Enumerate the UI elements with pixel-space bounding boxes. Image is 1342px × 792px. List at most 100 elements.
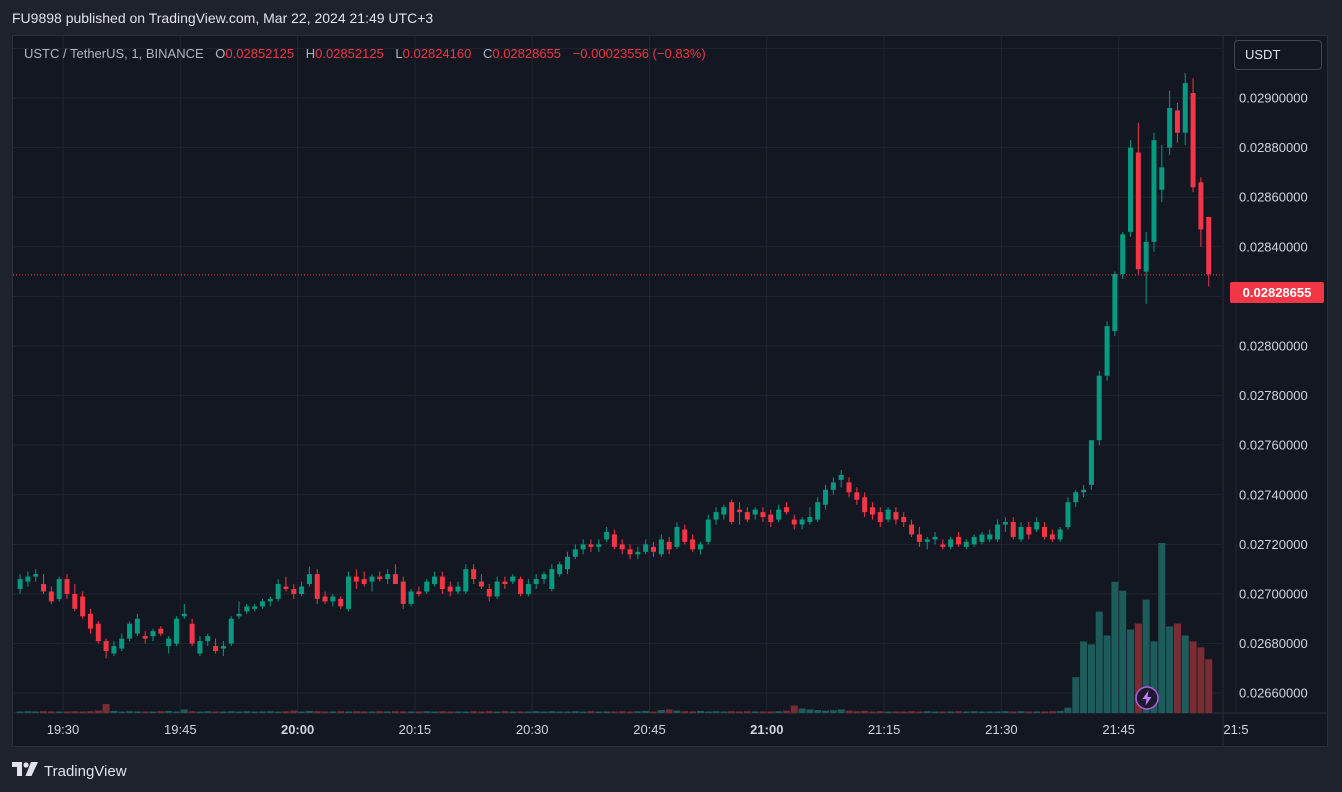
volume-bar: [900, 711, 908, 713]
volume-bar: [86, 711, 94, 713]
volume-bar: [204, 711, 212, 713]
volume-bar: [1173, 623, 1181, 713]
volume-bar: [884, 711, 892, 713]
candle-body: [392, 574, 398, 585]
volume-bar: [986, 711, 994, 713]
volume-bar: [1087, 644, 1095, 713]
candle-body: [134, 618, 140, 634]
candle-body: [557, 564, 563, 575]
volume-bar: [524, 711, 532, 713]
volume-bars: [16, 543, 1213, 713]
candle-body: [791, 519, 797, 525]
candle-body: [588, 544, 594, 547]
candle-body: [1049, 534, 1055, 540]
candle-body: [823, 489, 829, 505]
volume-bar: [743, 711, 751, 713]
candle-body: [651, 546, 656, 552]
volume-bar: [126, 711, 134, 713]
published-header: FU9898 published on TradingView.com, Mar…: [12, 10, 434, 26]
time-tick-label: 21:30: [985, 722, 1018, 737]
volume-bar: [399, 711, 407, 713]
high-value: 0.02852125: [315, 46, 384, 61]
volume-bar: [321, 711, 329, 713]
volume-bar: [689, 711, 697, 713]
candle-body: [260, 601, 265, 607]
volume-bar: [1056, 710, 1064, 713]
candle-body: [299, 586, 305, 594]
candle-body: [408, 591, 414, 604]
low-label: L: [395, 46, 403, 61]
candle-body: [189, 623, 195, 644]
volume-bar: [618, 711, 626, 713]
candle-body: [862, 497, 868, 513]
volume-bar: [931, 711, 939, 713]
volume-bar: [751, 711, 759, 713]
volume-bar: [501, 711, 509, 713]
volume-bar: [782, 710, 790, 713]
candle-body: [940, 544, 946, 547]
volume-bar: [141, 711, 149, 713]
volume-bar: [994, 711, 1002, 713]
candle-body: [924, 539, 930, 542]
candle-body: [87, 613, 93, 629]
volume-bar: [360, 711, 368, 713]
volume-bar: [32, 711, 40, 713]
price-tick-label: 0.02860000: [1239, 190, 1308, 205]
candle-body: [478, 581, 484, 587]
candle-body: [385, 574, 391, 580]
change-value: −0.00023556 (−0.83%): [572, 46, 706, 61]
candle-body: [48, 591, 54, 602]
candle-body: [377, 576, 383, 580]
candle-body: [1018, 527, 1024, 540]
candle-body: [979, 534, 985, 542]
chart-frame[interactable]: 0.02660000 0.02680000 0.02700000 0.02720000…: [12, 35, 1328, 747]
tradingview-brand[interactable]: TradingView: [12, 762, 127, 780]
candle-body: [541, 574, 547, 580]
time-tick-label: 21:5: [1223, 722, 1248, 737]
candle-body: [737, 509, 743, 513]
volume-bar: [1158, 543, 1166, 713]
candle-body: [95, 623, 101, 642]
candle-body: [963, 541, 969, 547]
volume-bar: [94, 710, 102, 713]
volume-bar: [282, 711, 290, 713]
candle-body: [486, 589, 492, 597]
candle-body: [346, 576, 352, 609]
candle-body: [596, 544, 602, 547]
candle-body: [471, 569, 477, 580]
candle-body: [1057, 529, 1063, 540]
candle-body: [142, 636, 148, 639]
candle-body: [494, 581, 500, 597]
currency-button[interactable]: USDT: [1234, 40, 1322, 70]
time-tick-label: 20:45: [633, 722, 666, 737]
lightning-bolt-icon[interactable]: [1135, 686, 1159, 710]
volume-bar: [1134, 623, 1142, 713]
price-tick-label: 0.02660000: [1239, 686, 1308, 701]
candle-body: [564, 556, 570, 570]
candle-body: [72, 593, 78, 609]
volume-bar: [110, 710, 118, 713]
candle-body: [752, 509, 758, 515]
candle-body: [1073, 492, 1079, 503]
candle-body: [127, 623, 133, 639]
candle-body: [713, 512, 719, 520]
volume-bar: [368, 711, 376, 713]
volume-bar: [1001, 711, 1009, 713]
candle-body: [252, 606, 258, 609]
price-axis[interactable]: 0.02660000 0.02680000 0.02700000 0.02720000…: [1239, 90, 1308, 700]
volume-bar: [876, 711, 884, 713]
candle-body: [150, 631, 156, 637]
candle-body: [995, 524, 1001, 540]
volume-bar: [509, 711, 517, 713]
candlestick-chart[interactable]: 0.02660000 0.02680000 0.02700000 0.02720000…: [13, 36, 1327, 746]
time-axis[interactable]: 19:30 19:45 20:00 20:15 20:30 20:45 21:00 21:15…: [47, 722, 1249, 737]
volume-bar: [47, 711, 55, 713]
volume-bar: [587, 711, 595, 713]
candle-body: [41, 584, 47, 592]
volume-bar: [337, 711, 345, 713]
candle-body: [838, 474, 844, 480]
volume-bar: [462, 711, 470, 713]
volume-bar: [673, 710, 681, 713]
price-tick-label: 0.02800000: [1239, 338, 1308, 353]
candle-body: [455, 586, 461, 592]
